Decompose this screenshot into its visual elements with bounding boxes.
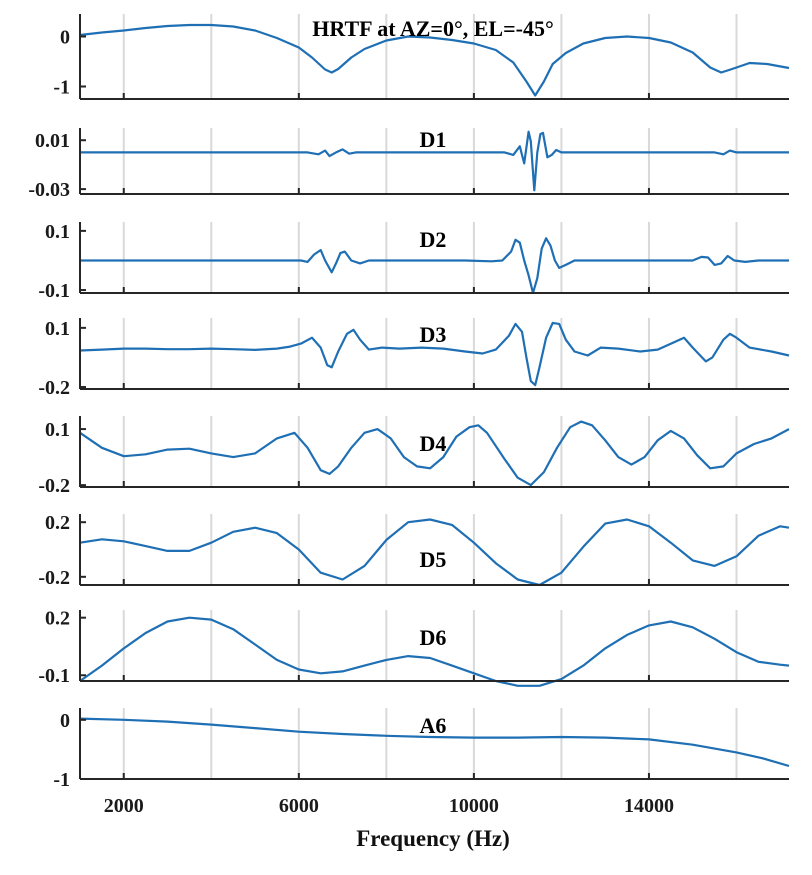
x-axis: 2000 6000 10000 14000 bbox=[104, 795, 674, 817]
y-tick-label: -0.2 bbox=[38, 475, 70, 497]
y-tick-label: -0.2 bbox=[38, 377, 70, 399]
y-tick-label: -0.2 bbox=[38, 567, 70, 589]
x-tick-label: 6000 bbox=[279, 795, 319, 817]
x-tick-label: 14000 bbox=[624, 795, 674, 817]
y-tick-label: 0.1 bbox=[45, 419, 70, 441]
y-tick-label: -0.03 bbox=[28, 179, 70, 201]
subplot-5: 0.1 -0.2 D4 bbox=[38, 416, 790, 497]
y-tick-label: 0.1 bbox=[45, 318, 70, 340]
subplot-title: HRTF at AZ=0°, EL=-45° bbox=[312, 16, 554, 41]
series-line-8 bbox=[79, 717, 790, 768]
subplot-title: D4 bbox=[420, 431, 447, 456]
y-tick-label: 0 bbox=[60, 27, 70, 49]
series-line-1 bbox=[79, 23, 790, 97]
series-line-2 bbox=[80, 130, 789, 192]
y-tick-label: 0 bbox=[60, 710, 70, 732]
subplot-4: 0.1 -0.2 D3 bbox=[38, 318, 790, 399]
y-tick-label: 0.2 bbox=[45, 608, 70, 630]
subplot-title: D1 bbox=[420, 127, 447, 152]
series-line-5 bbox=[79, 420, 790, 487]
subplot-title: D5 bbox=[420, 547, 447, 572]
y-tick-label: -0.1 bbox=[38, 665, 70, 687]
series-line-4 bbox=[79, 321, 790, 387]
series-line-3 bbox=[80, 237, 789, 295]
x-axis-label: Frequency (Hz) bbox=[356, 826, 510, 851]
y-tick-label: -1 bbox=[53, 769, 70, 791]
series-line-6 bbox=[79, 518, 790, 587]
subplot-1: 0 -1 HRTF at AZ=0°, EL=-45° bbox=[53, 14, 790, 100]
y-tick-label: -1 bbox=[53, 77, 70, 99]
subplot-title: A6 bbox=[420, 713, 447, 738]
x-tick-label: 2000 bbox=[104, 795, 144, 817]
y-tick-label: -0.1 bbox=[38, 280, 70, 302]
subplot-title: D2 bbox=[420, 227, 447, 252]
y-tick-label: 0.01 bbox=[35, 130, 70, 152]
y-tick-label: 0.2 bbox=[45, 512, 70, 534]
subplot-3: 0.1 -0.1 D2 bbox=[38, 221, 789, 302]
y-tick-label: 0.1 bbox=[45, 221, 70, 243]
subplot-title: D6 bbox=[420, 625, 447, 650]
series-line-7 bbox=[79, 616, 790, 687]
subplot-2: 0.01 -0.03 D1 bbox=[28, 127, 789, 201]
subplot-stack: 0 -1 HRTF at AZ=0°, EL=-45° 0.01 -0.03 D1 0.1 -… bbox=[28, 14, 790, 791]
x-tick-label: 10000 bbox=[449, 795, 499, 817]
subplot-6: 0.2 -0.2 D5 bbox=[38, 512, 790, 589]
subplot-7: 0.2 -0.1 D6 bbox=[38, 608, 790, 687]
subplot-title: D3 bbox=[420, 322, 447, 347]
subplot-8: 0 -1 A6 bbox=[53, 708, 790, 791]
